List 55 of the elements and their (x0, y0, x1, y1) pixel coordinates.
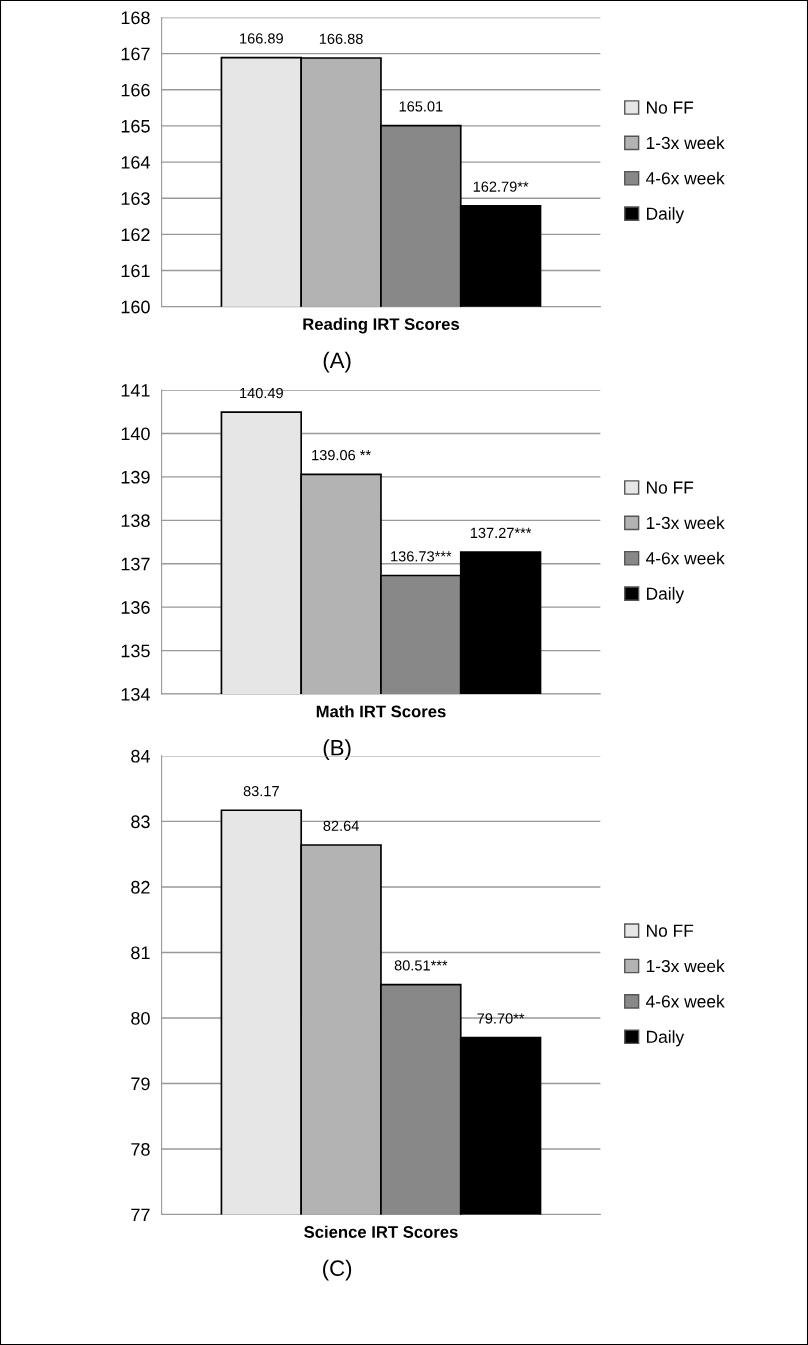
y-tick-label: 165 (121, 119, 150, 133)
data-label: 136.73*** (391, 551, 452, 562)
y-tick-label: 137 (121, 557, 150, 571)
data-label: 165.01 (399, 101, 443, 112)
y-tick-label: 83 (131, 815, 150, 829)
legend-label: 4-6x week (645, 171, 725, 185)
y-tick-label: 134 (121, 687, 150, 701)
legend-label: Daily (647, 1030, 685, 1047)
y-tick-label: 168 (121, 11, 150, 25)
data-label: 80.51*** (394, 960, 448, 971)
data-label: 83.17 (243, 785, 279, 797)
legend-label: Daily (647, 207, 685, 224)
y-tick-label: 166 (121, 83, 150, 97)
y-tick-label: 80 (131, 1011, 150, 1025)
y-tick-label: 164 (121, 156, 150, 169)
y-tick-label: 139 (121, 470, 150, 484)
text: (A) (323, 351, 351, 373)
legend-label: 4-6x week (645, 551, 725, 565)
legend-label: 1-3x week (646, 516, 725, 530)
y-tick-label: 136 (121, 601, 150, 614)
legend-label: Daily (647, 587, 685, 604)
y-tick-label: 84 (131, 749, 150, 763)
y-tick-label: 77 (131, 1208, 150, 1222)
legend-label: 1-3x week (646, 136, 725, 150)
y-tick-label: 161 (121, 264, 150, 278)
legend-label: No FF (647, 481, 694, 494)
data-label: 137.27*** (470, 527, 532, 539)
data-label: 162.79** (473, 181, 529, 192)
data-label: 166.88 (319, 33, 363, 44)
y-tick-label: 140 (121, 427, 150, 441)
text: (C) (323, 1259, 352, 1281)
legend-label: No FF (647, 924, 694, 937)
y-tick-label: 138 (121, 514, 150, 528)
y-tick-label: 162 (121, 228, 150, 242)
x-tick-label: Science IRT Scores (304, 1225, 458, 1238)
y-tick-label: 79 (131, 1077, 150, 1091)
data-label: 140.49 (240, 387, 283, 399)
data-label: 139.06 ** (312, 449, 371, 461)
y-tick-label: 160 (121, 300, 150, 314)
x-tick-label: Reading IRT Scores (303, 317, 460, 334)
legend-label: No FF (647, 101, 694, 114)
data-label: 166.89 (240, 33, 283, 44)
data-label: 82.64 (323, 820, 359, 831)
y-tick-label: 81 (131, 946, 150, 960)
x-tick-label: Math IRT Scores (316, 705, 446, 718)
data-label: 79.70** (477, 1013, 525, 1024)
annotation: (B) (323, 739, 351, 760)
legend-label: 4-6x week (645, 994, 725, 1008)
y-tick-label: 78 (131, 1142, 150, 1156)
y-tick-label: 163 (121, 192, 150, 205)
legend-label: 1-3x week (646, 959, 725, 973)
y-tick-label: 167 (121, 47, 150, 61)
y-tick-label: 82 (131, 880, 150, 894)
y-tick-label: 135 (121, 644, 150, 658)
y-tick-label: 141 (121, 384, 150, 397)
